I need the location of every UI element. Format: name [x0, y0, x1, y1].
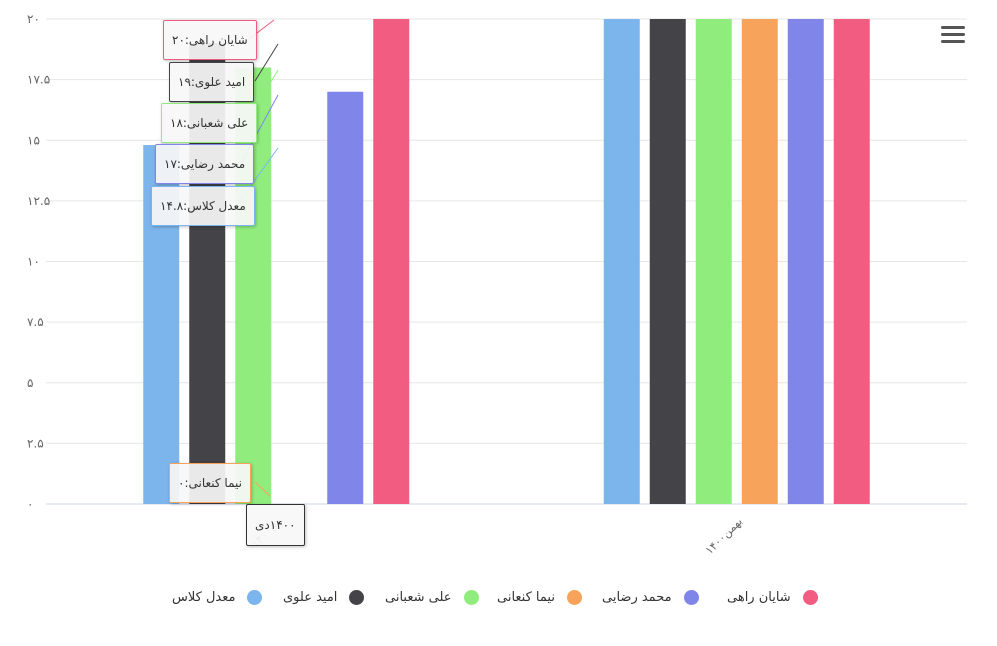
bar: [833, 19, 870, 504]
y-tick-label: ۱۲.۵: [27, 194, 50, 208]
bar: [649, 19, 686, 504]
legend-marker: [802, 589, 818, 605]
legend-marker: [566, 589, 582, 605]
bar: [741, 19, 778, 504]
legend-item[interactable]: امید علوی: [283, 585, 365, 609]
bar: [695, 19, 732, 504]
legend-marker: [463, 589, 479, 605]
tooltip: شایان راهی:۲۰: [163, 20, 257, 60]
legend-item[interactable]: معدل کلاس: [172, 585, 263, 609]
tooltip: نیما کنعانی:۰: [169, 463, 251, 503]
tooltip: محمد رضایی:۱۷: [155, 144, 255, 184]
bar: [787, 19, 824, 504]
legend-item[interactable]: نیما کنعانی: [497, 585, 582, 609]
y-tick-label: ۷.۵: [27, 315, 44, 329]
legend-label: علی شعبانی: [385, 589, 452, 605]
category-tooltip: ۱۴۰۰دی: [246, 504, 305, 546]
legend-marker: [683, 589, 699, 605]
tooltip: علی شعبانی:۱۸: [161, 103, 258, 143]
legend-label: شایان راهی: [727, 589, 791, 605]
y-tick-label: ۲.۵: [27, 436, 44, 450]
bar: [373, 19, 410, 504]
chart-legend: معدل کلاس امید علوی علی شعبانی نیما کنعانی م…: [0, 585, 997, 609]
tooltip: امید علوی:۱۹: [169, 62, 255, 102]
legend-item[interactable]: محمد رضایی: [602, 585, 699, 609]
legend-marker: [349, 589, 365, 605]
legend-item[interactable]: شایان راهی: [727, 585, 818, 609]
y-tick-label: ۱۰: [27, 255, 40, 269]
y-tick-label: ۲۰: [27, 12, 40, 26]
tooltip: معدل کلاس:۱۴.۸: [151, 186, 255, 226]
y-tick-label: ۱۷.۵: [27, 73, 50, 87]
tooltip-connector: [254, 43, 279, 82]
legend-item[interactable]: علی شعبانی: [385, 585, 479, 609]
y-tick-label: ۰: [27, 497, 33, 511]
hamburger-menu-icon[interactable]: [941, 26, 965, 44]
tooltip-connector: [254, 481, 271, 497]
legend-label: نیما کنعانی: [497, 589, 555, 605]
y-tick-label: ۵: [27, 376, 33, 390]
bar: [327, 91, 364, 504]
y-tick-label: ۱۵: [27, 133, 40, 147]
legend-label: معدل کلاس: [172, 589, 236, 605]
legend-label: امید علوی: [283, 589, 338, 605]
bar: [603, 19, 640, 504]
legend-label: محمد رضایی: [602, 589, 672, 605]
x-tick-label: بهمن۱۴۰۰: [703, 515, 745, 557]
legend-marker: [247, 589, 263, 605]
